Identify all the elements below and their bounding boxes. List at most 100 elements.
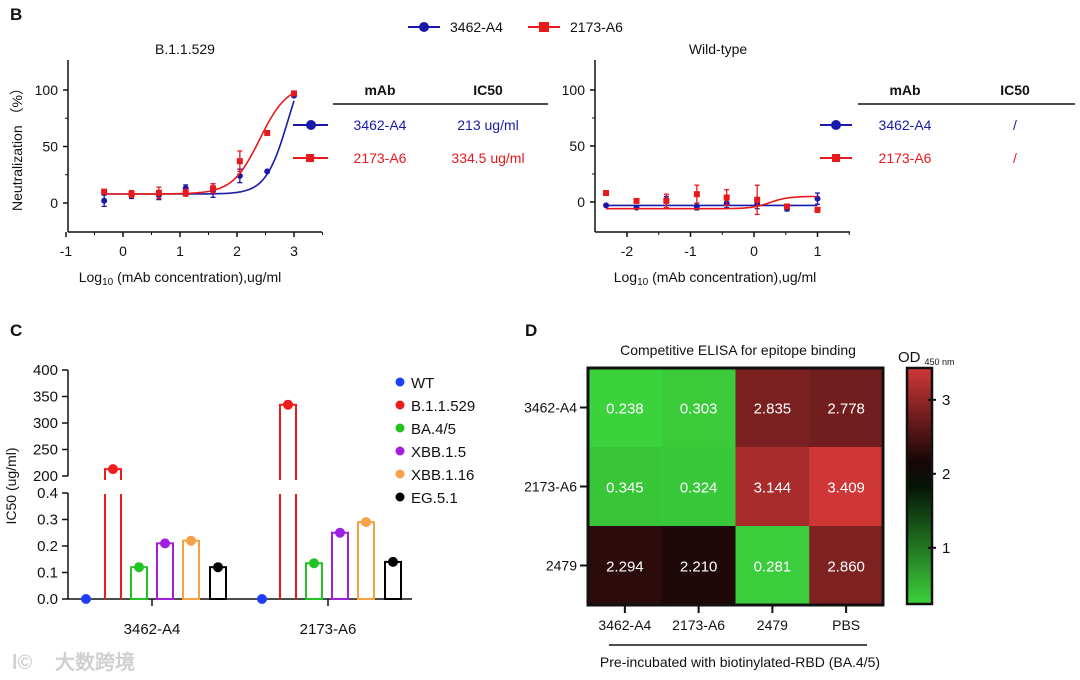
row-label: 3462-A4 — [524, 400, 577, 416]
data-point — [210, 185, 217, 192]
bar-dot-XBB.1.16 — [186, 535, 196, 546]
row-label: 2479 — [546, 558, 577, 574]
y-tick-label: 200 — [33, 468, 58, 485]
x-tick-label: 2 — [233, 243, 241, 259]
bar-dot-XBB.1.5 — [160, 538, 170, 549]
heatmap-cell — [735, 368, 810, 448]
data-point — [754, 196, 761, 203]
bar-dot-B.1.1.529 — [108, 464, 118, 475]
y-tick-label: 0 — [577, 194, 585, 210]
watermark-text: 大数跨境 — [55, 650, 135, 674]
bar-dot-BA.4/5 — [309, 558, 319, 569]
heatmap-cell — [735, 447, 810, 527]
col-label: 2479 — [757, 617, 788, 633]
heatmap-cell-value: 2.835 — [754, 401, 792, 418]
bar-dot-XBB.1.5 — [335, 527, 345, 538]
bar-lower-B.1.1.529 — [279, 494, 297, 599]
heatmap-cell-value: 0.324 — [680, 480, 718, 497]
row-label: 2173-A6 — [524, 479, 577, 495]
legend-square-marker-icon — [539, 22, 549, 32]
heatmap-cell — [661, 447, 736, 527]
table-cell: 3462-A4 — [354, 117, 407, 133]
data-point — [291, 90, 297, 97]
table-cell: 3462-A4 — [879, 117, 932, 133]
bar-XBB.1.16 — [182, 539, 200, 601]
x-tick-label: 3462-A4 — [124, 621, 181, 638]
bar-dot-WT — [81, 594, 91, 604]
legend-marker-icon — [395, 400, 405, 410]
bar-dot-BA.4/5 — [134, 562, 144, 573]
x-tick-label: -1 — [60, 243, 73, 259]
data-point — [693, 191, 700, 198]
table-cell: 213 ug/ml — [457, 117, 518, 133]
bar-lower-B.1.1.529 — [104, 494, 122, 599]
y-tick-label: 100 — [562, 82, 586, 98]
x-tick-label: 1 — [814, 243, 822, 259]
table-cell: / — [1013, 117, 1017, 133]
bar-upper-B.1.1.529 — [279, 403, 297, 480]
y-tick-label: 0.2 — [37, 538, 58, 555]
table-header-mab: mAb — [889, 82, 920, 98]
heatmap-cell-value: 3.144 — [754, 480, 792, 497]
colorbar-label: OD 450 nm — [898, 349, 955, 367]
heatmap-cell-value: 2.778 — [827, 401, 865, 418]
data-point — [603, 202, 610, 209]
panel-label-d: D — [525, 321, 537, 340]
colorbar-tick-label: 2 — [942, 466, 950, 483]
colorbar-tick-label: 1 — [942, 540, 950, 557]
x-tick-label: 2173-A6 — [300, 621, 357, 638]
bar-dot-EG.5.1 — [213, 562, 223, 573]
y-tick-label: 0.0 — [37, 591, 58, 608]
table-cell: / — [1013, 150, 1017, 166]
heatmap-cell — [809, 526, 884, 606]
heatmap-cell-value: 0.238 — [606, 401, 644, 418]
heatmap-cell-value: 2.210 — [680, 559, 718, 576]
x-tick-label: -1 — [684, 243, 697, 259]
y-tick-label: 0 — [50, 195, 58, 211]
x-tick-label: 0 — [750, 243, 758, 259]
legend-label: XBB.1.5 — [411, 444, 466, 461]
legend-marker-icon — [395, 377, 405, 387]
fit-curve-2173-A6 — [606, 195, 818, 210]
col-label: 2173-A6 — [672, 617, 725, 633]
heatmap-cell — [588, 368, 663, 448]
heatmap-cell-value: 3.409 — [827, 480, 865, 497]
chart-title-b-left: B.1.1.529 — [155, 41, 215, 57]
heatmap-cell-value: 0.303 — [680, 401, 718, 418]
bar-XBB.1.5 — [156, 542, 174, 600]
x-tick-label: -2 — [621, 243, 634, 259]
y-tick-label: 400 — [33, 362, 58, 379]
bar-XBB.1.5 — [331, 531, 349, 600]
table-header-ic50: IC50 — [1000, 82, 1030, 98]
legend-marker-icon — [395, 469, 405, 479]
y-tick-label: 250 — [33, 442, 58, 459]
circle-marker-icon — [831, 120, 841, 130]
y-axis-label-c: IC50 (ug/ml) — [3, 447, 19, 524]
data-point — [101, 197, 108, 204]
circle-marker-icon — [306, 120, 316, 130]
heatmap-cell — [809, 447, 884, 527]
heatmap-title: Competitive ELISA for epitope binding — [620, 342, 856, 358]
heatmap-cell-value: 2.860 — [827, 559, 865, 576]
bar-EG.5.1 — [384, 560, 402, 601]
heatmap-x-label: Pre-incubated with biotinylated-RBD (BA.… — [600, 654, 880, 670]
table-header-mab: mAb — [364, 82, 395, 98]
square-marker-icon — [832, 154, 840, 162]
data-point — [182, 189, 189, 196]
heatmap-cell — [661, 368, 736, 448]
data-point — [155, 189, 162, 196]
colorbar-tick-label: 3 — [942, 392, 950, 409]
fit-curve-3462-A4 — [104, 100, 295, 195]
legend-label: B.1.1.529 — [411, 398, 475, 415]
table-cell: 334.5 ug/ml — [451, 150, 524, 166]
data-point — [814, 206, 821, 213]
legend-label: XBB.1.16 — [411, 467, 474, 484]
y-tick-label: 100 — [35, 82, 59, 98]
data-point — [128, 190, 135, 197]
col-label: 3462-A4 — [598, 617, 651, 633]
data-point — [784, 203, 791, 210]
y-tick-label: 350 — [33, 389, 58, 406]
x-tick-label: 3 — [290, 243, 298, 259]
y-tick-label: 0.3 — [37, 512, 58, 529]
